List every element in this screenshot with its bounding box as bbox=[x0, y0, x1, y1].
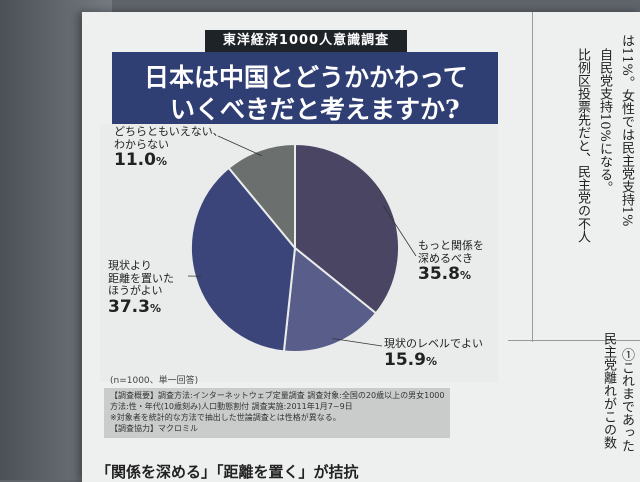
label-deepen-unit: % bbox=[460, 269, 471, 282]
chart-area: どちらともいえない、 わからない 11.0% もっと関係を 深めるべき 35.8… bbox=[100, 124, 498, 382]
question-title-line2: いくべきだと考えますか? bbox=[170, 90, 460, 126]
question-title-box: 日本は中国とどうかかわって いくべきだと考えますか? bbox=[112, 52, 498, 124]
label-undecided-unit: % bbox=[156, 155, 167, 168]
survey-line-2: 方法:性・年代(10歳刻み)人口動態割付 調査実施:2011年1月7~9日 bbox=[110, 401, 444, 412]
column-divider bbox=[532, 12, 533, 342]
survey-overview: 【調査概要】調査方法:インターネットウェブ定量調査 調査対象:全国の20歳以上の… bbox=[104, 388, 450, 438]
question-title-line1: 日本は中国とどうかかわって bbox=[144, 58, 468, 94]
label-status-quo-unit: % bbox=[426, 355, 437, 368]
body-text-col-4: 民主党離れがこの数 bbox=[598, 332, 618, 449]
label-distance: 現状より 距離を置いた ほうがよい 37.3% bbox=[108, 260, 174, 317]
survey-line-1: 【調査概要】調査方法:インターネットウェブ定量調査 調査対象:全国の20歳以上の… bbox=[110, 390, 444, 401]
label-distance-unit: % bbox=[150, 302, 161, 315]
body-text-col-3: 比例区投票先だと、民主党の不人 bbox=[572, 48, 592, 243]
article-subheading: 「関係を深める」「距離を置く」が拮抗 bbox=[96, 461, 359, 482]
body-text-col-5: ①これまであった bbox=[616, 348, 636, 452]
label-distance-value: 37.3 bbox=[108, 297, 150, 317]
leader-line bbox=[218, 136, 262, 156]
survey-line-4: 【調査協力】マクロミル bbox=[110, 423, 444, 434]
survey-tag: 東洋経済1000人意識調査 bbox=[205, 30, 407, 52]
label-distance-text: 現状より 距離を置いた ほうがよい bbox=[108, 260, 174, 298]
sample-note: (n=1000、単一回答) bbox=[110, 373, 198, 386]
label-deepen-value: 35.8 bbox=[418, 264, 460, 284]
label-undecided: どちらともいえない、 わからない 11.0% bbox=[114, 126, 224, 171]
label-status-quo: 現状のレベルでよい 15.9% bbox=[384, 338, 483, 370]
label-deepen: もっと関係を 深めるべき 35.8% bbox=[418, 240, 484, 285]
label-undecided-text: どちらともいえない、 わからない bbox=[114, 126, 224, 151]
body-text-col-2: 自民党支持10%になる。 bbox=[594, 48, 614, 194]
body-text-col-1: は11%。女性では民主党支持1% bbox=[616, 34, 636, 227]
label-status-quo-value: 15.9 bbox=[384, 350, 426, 370]
survey-line-3: ※対象者を統計的な方法で抽出した世論調査とは性格が異なる。 bbox=[110, 412, 444, 423]
label-deepen-text: もっと関係を 深めるべき bbox=[418, 240, 484, 265]
label-undecided-value: 11.0 bbox=[114, 150, 156, 170]
column-divider-horizontal bbox=[508, 340, 640, 341]
